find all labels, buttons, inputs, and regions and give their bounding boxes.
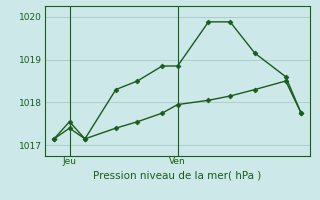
X-axis label: Pression niveau de la mer( hPa ): Pression niveau de la mer( hPa ) [93, 171, 262, 181]
